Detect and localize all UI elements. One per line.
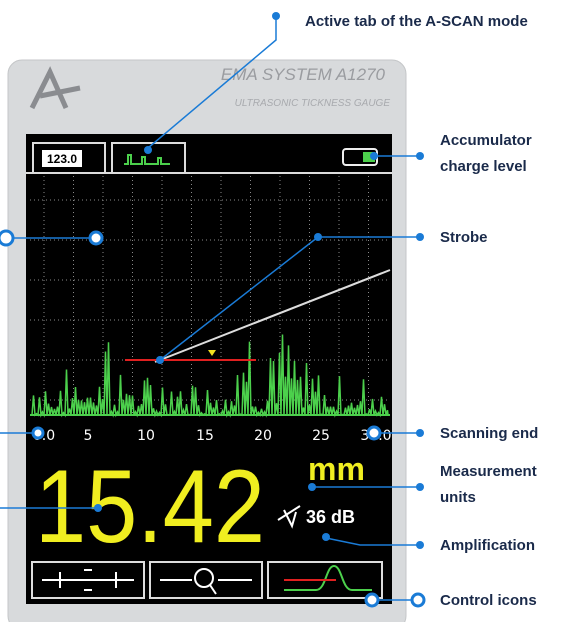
leader-dot — [416, 541, 424, 549]
leader-dot — [94, 504, 102, 512]
leader-dot — [308, 483, 316, 491]
leader-ring — [366, 594, 378, 606]
leader-dot — [314, 233, 322, 241]
leader-ring — [90, 232, 102, 244]
subtitle: ULTRASONIC TICKNESS GAUGE — [235, 98, 391, 109]
scale-label: 25 — [312, 428, 330, 444]
leader-dot — [322, 533, 330, 541]
annotation: Control icons — [440, 592, 537, 609]
leader-dot — [416, 429, 424, 437]
gain: 36 dB — [306, 507, 355, 527]
leader-ring — [412, 594, 424, 606]
leader-ring — [0, 231, 13, 245]
leader-dot — [416, 233, 424, 241]
units: mm — [308, 451, 365, 487]
leader-dot — [156, 356, 164, 364]
annotation: charge level — [440, 158, 527, 175]
reading: 15.42 — [35, 449, 265, 565]
brand: EMA SYSTEM A1270 — [221, 65, 386, 84]
leader-ring — [368, 427, 380, 439]
scale-label: 20 — [254, 428, 272, 444]
leader-dot — [370, 152, 378, 160]
annotation: Active tab of the A-SCAN mode — [305, 13, 528, 30]
scale-label: 10 — [137, 428, 155, 444]
annotation: units — [440, 489, 476, 506]
annotation: Strobe — [440, 229, 488, 246]
leader-dot — [144, 146, 152, 154]
scale-label: 5 — [84, 428, 93, 444]
tab-value: 123.0 — [47, 152, 77, 166]
leader-dot — [272, 12, 280, 20]
diagram: EMA SYSTEM A1270 ULTRASONIC TICKNESS GAU… — [0, 0, 578, 622]
leader-dot — [416, 152, 424, 160]
annotation: Measurement — [440, 463, 537, 480]
leader-dot — [416, 483, 424, 491]
annotation: Amplification — [440, 537, 535, 554]
scale-label: 15 — [196, 428, 214, 444]
annotation: Accumulator — [440, 132, 532, 149]
annotation: Scanning end — [440, 425, 538, 442]
leader-ring — [33, 428, 43, 438]
